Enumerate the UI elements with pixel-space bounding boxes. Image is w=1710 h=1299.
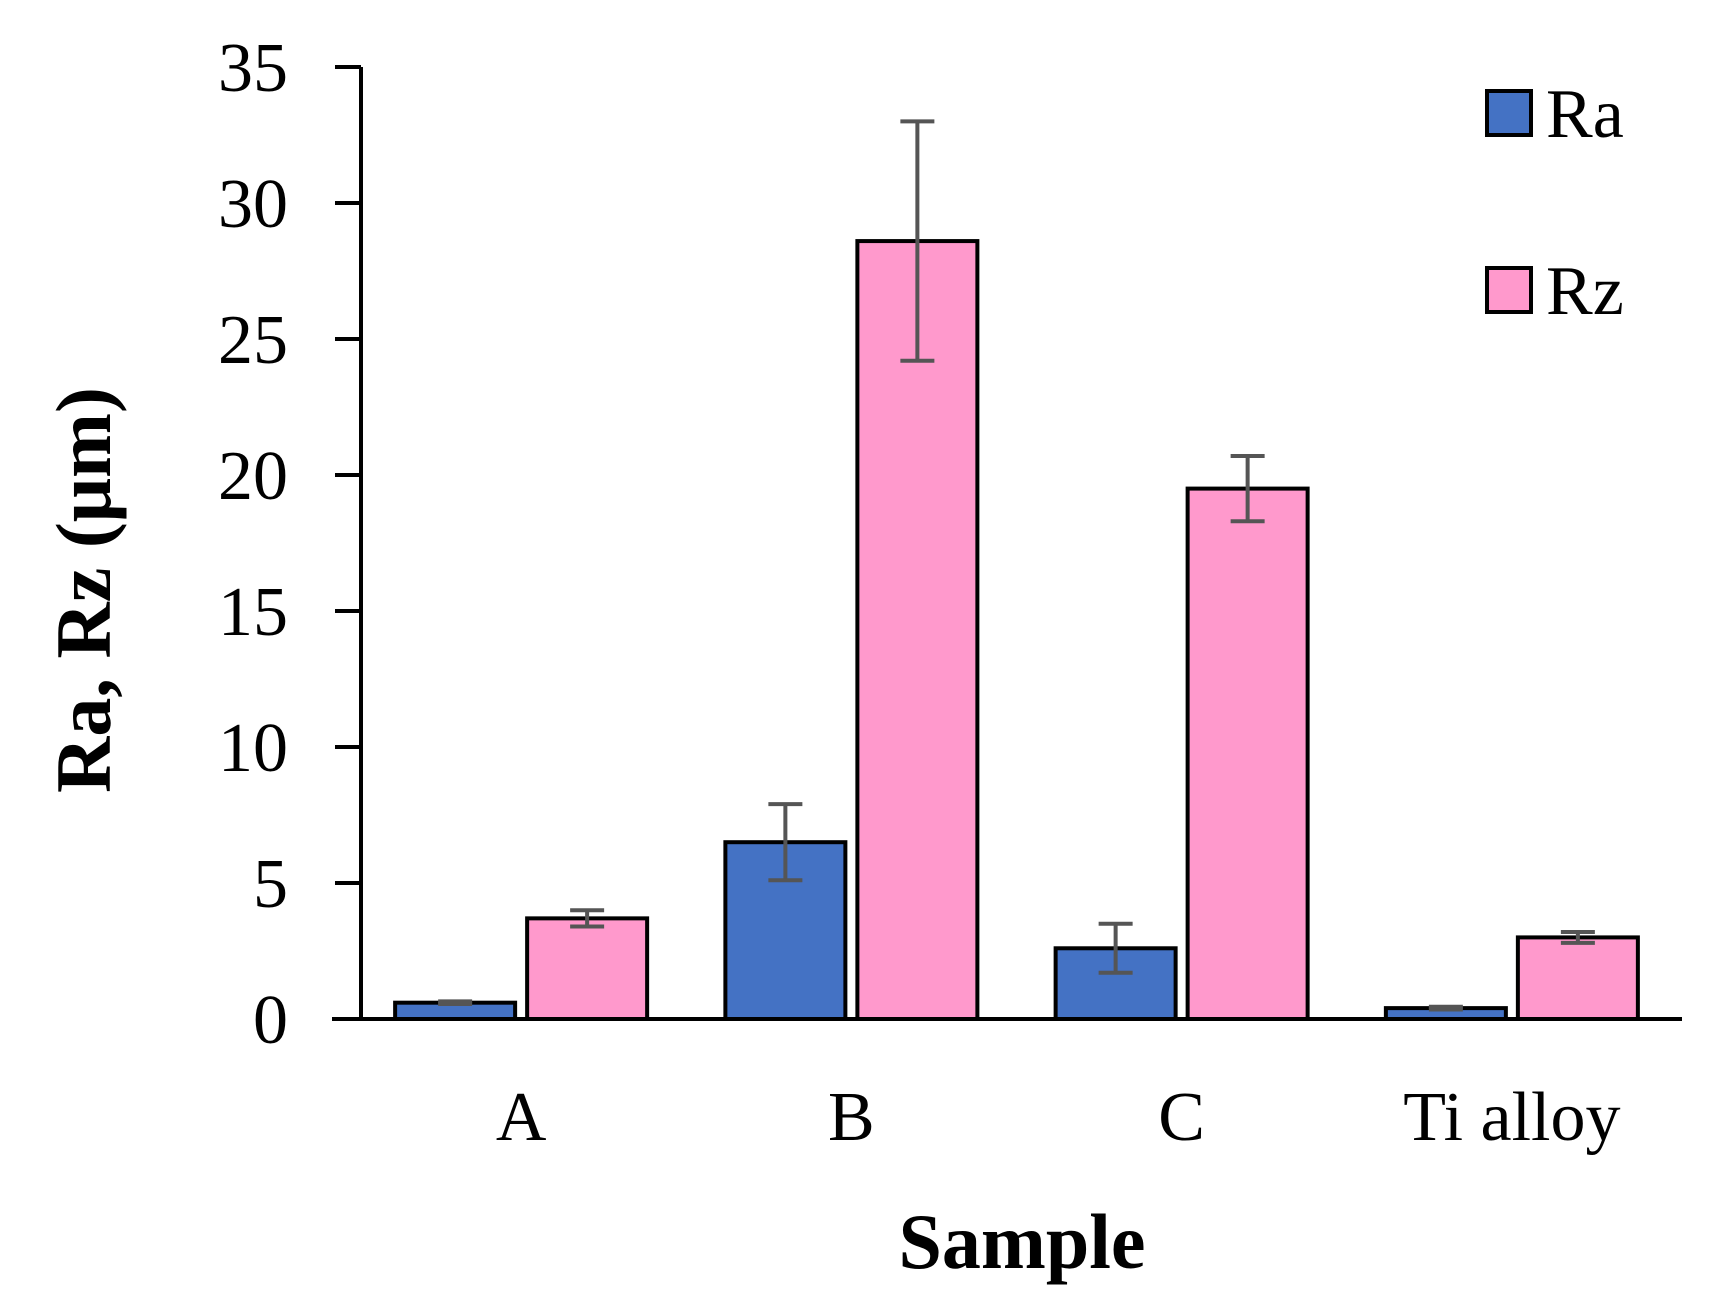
error-bar-rz-ti-alloy [1560, 929, 1595, 945]
y-tick-label-5: 5 [253, 846, 288, 923]
y-axis-title: Ra, Rz (μm) [40, 387, 127, 793]
y-tick-label-15: 15 [218, 574, 288, 651]
error-bar-rz-c [1230, 453, 1265, 524]
error-bar-ra-ti-alloy [1428, 1004, 1463, 1012]
bar-rz-c [1185, 486, 1310, 1022]
axes: 0 5 10 15 20 25 30 35 A B C Ti alloy [218, 30, 1682, 1156]
legend-label-rz: Rz [1546, 253, 1624, 330]
error-bar-rz-a [570, 908, 605, 929]
y-tick-label-20: 20 [218, 438, 288, 515]
error-bar-ra-a [438, 999, 473, 1007]
legend-swatch-rz [1485, 266, 1533, 314]
legend-label-ra: Ra [1546, 76, 1624, 153]
y-tick-label-35: 35 [218, 30, 288, 107]
y-tick-label-30: 30 [218, 166, 288, 243]
legend-swatch-ra [1485, 89, 1533, 137]
y-tick-label-25: 25 [218, 302, 288, 379]
error-bar-rz-b [900, 119, 935, 363]
error-bar-ra-c [1098, 921, 1133, 975]
legend: Ra Rz [1485, 76, 1624, 330]
x-tick-label-a: A [496, 1079, 547, 1156]
x-tick-label-c: C [1158, 1079, 1205, 1156]
error-bar-ra-b [768, 802, 803, 883]
plot-area [393, 119, 1640, 1022]
x-tick-label-b: B [828, 1079, 875, 1156]
bar-rz-a [525, 916, 650, 1021]
y-tick-label-0: 0 [253, 982, 288, 1059]
x-axis-title: Sample [898, 1198, 1145, 1285]
x-tick-label-ti-alloy: Ti alloy [1403, 1079, 1620, 1156]
bar-rz-ti-alloy [1515, 935, 1640, 1022]
y-tick-label-10: 10 [218, 710, 288, 787]
